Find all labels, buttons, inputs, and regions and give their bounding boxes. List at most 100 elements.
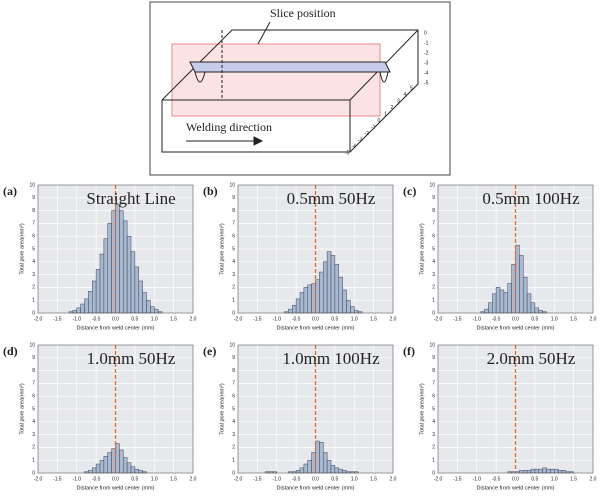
bar bbox=[492, 293, 497, 314]
bar bbox=[326, 459, 332, 474]
bar bbox=[95, 463, 101, 474]
panel-label: (b) bbox=[203, 184, 218, 198]
arrow-head bbox=[253, 136, 264, 146]
y-axis-label: Total pore area(mm²) bbox=[219, 383, 225, 435]
bar bbox=[103, 238, 108, 314]
y-tick-label: 7 bbox=[232, 221, 235, 227]
panel: 0 1 2 3 4 5 6 7 8 9 10 -2.0 -1.5 -1.0 -0.5 0.0 0.5 1.0 1.5… bbox=[203, 342, 397, 491]
bar bbox=[542, 467, 547, 474]
x-axis-label: Distance from weld center (mm) bbox=[477, 485, 555, 491]
bar bbox=[111, 210, 116, 314]
bar bbox=[295, 470, 301, 474]
chart-title: 1.0mm 100Hz bbox=[282, 349, 380, 368]
chart-title: Straight Line bbox=[86, 189, 175, 208]
x-tick-label: 0.0 bbox=[112, 476, 119, 482]
panel-label: (c) bbox=[403, 184, 416, 198]
panel-label: (d) bbox=[3, 344, 18, 358]
y-tick-label: 4 bbox=[32, 259, 35, 265]
y-axis-label: Total pore area(mm²) bbox=[19, 383, 25, 435]
y-tick-label: 5 bbox=[432, 406, 435, 412]
y-tick-label: 6 bbox=[32, 234, 35, 240]
x-tick-label: -1.0 bbox=[272, 476, 281, 482]
bar bbox=[119, 210, 124, 314]
x-tick-label: 1.5 bbox=[370, 316, 377, 322]
bar bbox=[80, 303, 85, 314]
y-tick-label: 5 bbox=[32, 246, 35, 252]
bar bbox=[488, 302, 493, 314]
x-tick-label: 0.5 bbox=[131, 476, 138, 482]
bar bbox=[326, 251, 332, 314]
bar bbox=[523, 276, 528, 314]
panel: 0 1 2 3 4 5 6 7 8 9 10 -2.0 -1.5 -1.0 -0.5 0.0 0.5 1.0 1.5… bbox=[3, 182, 197, 331]
bar bbox=[538, 310, 543, 314]
y-tick-label: 1 bbox=[432, 298, 435, 304]
plot-frame bbox=[37, 184, 194, 314]
y-tick-label: 3 bbox=[32, 432, 35, 438]
bar bbox=[138, 280, 143, 314]
bar bbox=[295, 298, 301, 314]
y-tick-label: 9 bbox=[432, 355, 435, 361]
bar bbox=[107, 223, 112, 314]
y-tick-label: 8 bbox=[432, 208, 435, 214]
y-tick-label: 6 bbox=[232, 394, 235, 400]
x-tick-label: 1.5 bbox=[370, 476, 377, 482]
y-tick-label: 8 bbox=[232, 208, 235, 214]
weld-root bbox=[194, 71, 389, 83]
y-tick-label: 5 bbox=[32, 406, 35, 412]
bar bbox=[288, 308, 293, 314]
bar bbox=[88, 470, 93, 474]
bar bbox=[154, 308, 159, 314]
x-tick-label: -0.5 bbox=[492, 316, 501, 322]
y-tick-label: 4 bbox=[432, 419, 435, 425]
chart-title: 0.5mm 100Hz bbox=[482, 189, 580, 208]
bar bbox=[334, 467, 339, 474]
bar bbox=[342, 289, 347, 314]
bar bbox=[554, 468, 559, 474]
x-tick-label: 1.0 bbox=[351, 476, 358, 482]
x-tick-label: -1.5 bbox=[53, 476, 62, 482]
y-tick-label: 5 bbox=[432, 246, 435, 252]
y-tick-label: 7 bbox=[432, 221, 435, 227]
x-tick-label: 0.5 bbox=[131, 316, 138, 322]
y-tick-label: 0 bbox=[32, 310, 35, 316]
width-tick: 2 bbox=[391, 105, 394, 111]
bar bbox=[95, 269, 101, 314]
y-tick-label: 7 bbox=[32, 381, 35, 387]
bar bbox=[519, 255, 524, 314]
depth-tick: -5 bbox=[424, 80, 429, 86]
x-tick-label: -0.5 bbox=[92, 316, 101, 322]
y-tick-label: 7 bbox=[232, 381, 235, 387]
y-tick-label: 9 bbox=[32, 195, 35, 201]
y-tick-label: 1 bbox=[232, 298, 235, 304]
y-tick-label: 9 bbox=[232, 195, 235, 201]
panel: 0 1 2 3 4 5 6 7 8 9 10 -2.0 -1.5 -1.0 -0.5 0.0 0.5 1.0 1.5… bbox=[3, 342, 197, 491]
bar bbox=[107, 452, 112, 474]
y-axis-label: Total pore area(mm²) bbox=[19, 223, 25, 275]
x-tick-label: -1.5 bbox=[53, 316, 62, 322]
chart-title: 0.5mm 50Hz bbox=[287, 189, 376, 208]
x-tick-label: 0.0 bbox=[312, 476, 319, 482]
x-tick-label: -0.5 bbox=[492, 476, 501, 482]
bar bbox=[142, 292, 147, 314]
bar bbox=[503, 292, 508, 314]
y-axis-label: Total pore area(mm²) bbox=[419, 223, 425, 275]
bar bbox=[530, 302, 536, 314]
bar bbox=[523, 470, 528, 474]
bar bbox=[72, 310, 77, 314]
panel: 0 1 2 3 4 5 6 7 8 9 10 -2.0 -1.5 -1.0 -0.5 0.0 0.5 1.0 1.5… bbox=[203, 182, 397, 331]
bar bbox=[526, 470, 532, 474]
bar bbox=[146, 299, 151, 314]
bar bbox=[495, 287, 501, 314]
y-tick-label: 6 bbox=[432, 394, 435, 400]
bar bbox=[323, 261, 328, 314]
y-tick-label: 2 bbox=[232, 285, 235, 291]
bar bbox=[507, 283, 512, 314]
x-tick-label: 0.0 bbox=[512, 316, 519, 322]
x-tick-label: -1.0 bbox=[72, 476, 81, 482]
x-tick-label: -2.0 bbox=[34, 476, 43, 482]
x-tick-label: -2.0 bbox=[234, 316, 243, 322]
y-tick-label: 10 bbox=[29, 182, 35, 188]
y-tick-label: 6 bbox=[32, 394, 35, 400]
depth-tick: -2 bbox=[424, 50, 429, 56]
y-tick-label: 10 bbox=[429, 182, 435, 188]
